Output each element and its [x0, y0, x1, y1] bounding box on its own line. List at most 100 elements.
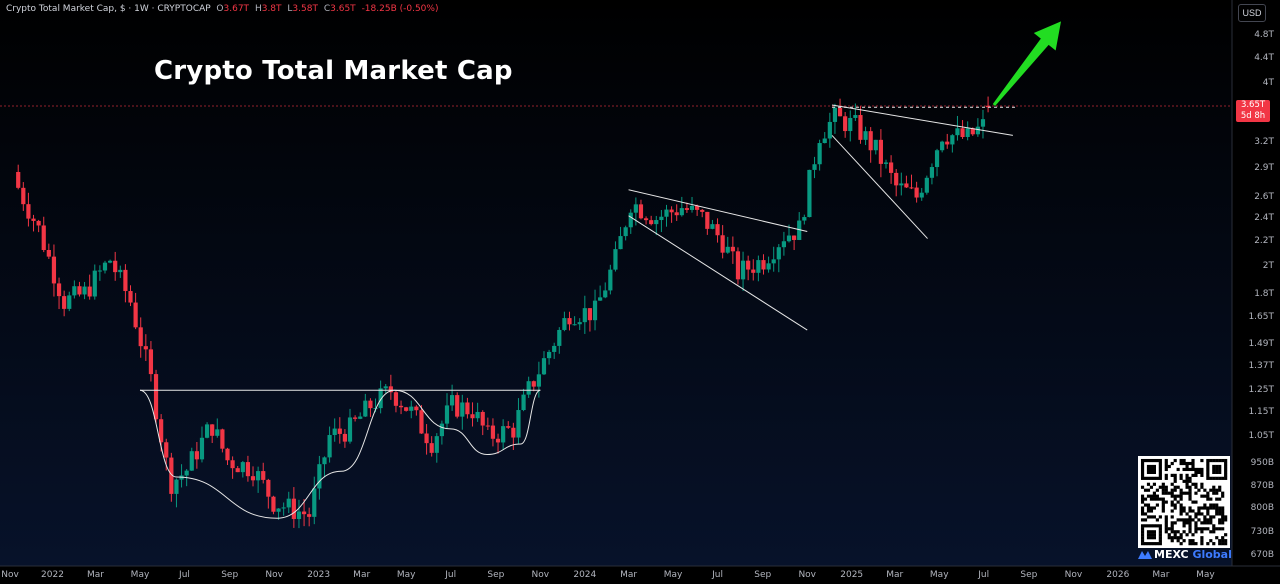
price-axis[interactable]: 4.8T 4.4T 4T 3.2T 2.9T 2.6T 2.4T 2.2T 2T 1.8T 1.65… [1232, 0, 1280, 566]
candle-body [189, 451, 194, 471]
qr-module [1140, 458, 1145, 463]
qr-module [1170, 491, 1174, 495]
candle-body [286, 498, 291, 508]
qr-module [1161, 500, 1165, 504]
qr-module [1200, 473, 1204, 477]
candle-body [378, 388, 383, 409]
qr-module [1158, 467, 1162, 472]
qr-module [1224, 470, 1228, 475]
qr-module [1209, 539, 1213, 543]
candle-body [480, 411, 485, 426]
qr-module [1179, 506, 1183, 510]
qr-module [1140, 542, 1145, 546]
time-tick-label: Nov [1, 570, 19, 580]
candle-body [735, 251, 741, 280]
candle-body [368, 400, 373, 409]
qr-module [1176, 494, 1180, 498]
qr-module [1155, 494, 1159, 498]
candle-body [659, 216, 664, 221]
qr-module [1170, 530, 1174, 534]
qr-module [1140, 506, 1145, 510]
open-value: 3.67T [223, 4, 250, 14]
mexc-logo-icon [1138, 551, 1152, 559]
candle-body [608, 269, 613, 291]
wedge-lower-line [628, 215, 808, 331]
qr-module [1200, 458, 1204, 463]
qr-module [1212, 542, 1216, 546]
candle-body [832, 107, 838, 122]
qr-module [1140, 461, 1145, 466]
qr-module [1215, 470, 1219, 475]
candle-body [950, 135, 955, 145]
candle-body [215, 429, 220, 436]
qr-module [1191, 539, 1195, 543]
qr-module [1146, 494, 1151, 498]
candle-body [654, 220, 659, 225]
candle-body [317, 464, 322, 489]
qr-module [1140, 530, 1145, 534]
time-axis[interactable]: Nov 2022 Mar May Jul Sep Nov 2023 Mar May Jul Sep No… [0, 566, 1232, 584]
qr-module [1149, 467, 1154, 472]
qr-module [1200, 536, 1204, 540]
qr-module [1197, 470, 1201, 475]
qr-module [1164, 476, 1168, 480]
candle-body [56, 283, 62, 297]
candle-body [781, 241, 786, 248]
pattern-lines-layer [139, 21, 1062, 519]
qr-module [1179, 461, 1183, 466]
qr-module [1185, 533, 1189, 537]
candle-body [980, 119, 986, 127]
qr-module [1158, 533, 1162, 537]
qr-module [1170, 539, 1174, 543]
candle-body [531, 381, 536, 387]
candle-body [684, 208, 690, 210]
qr-module [1158, 476, 1162, 480]
qr-module [1221, 458, 1225, 463]
qr-module [1200, 482, 1204, 486]
qr-module [1206, 506, 1210, 510]
candle-body [21, 187, 26, 205]
candle-body [592, 300, 598, 321]
qr-module [1215, 488, 1219, 492]
qr-module [1200, 494, 1204, 498]
price-tick-label: 1.05T [1248, 431, 1274, 442]
qr-module [1161, 497, 1165, 501]
qr-module [1146, 509, 1151, 513]
candle-body [62, 296, 67, 309]
qr-module [1188, 497, 1192, 501]
candle-body [771, 259, 776, 264]
candle-body [965, 128, 970, 138]
candle-body [102, 262, 108, 271]
candle-body [123, 269, 128, 292]
qr-module [1209, 476, 1213, 480]
qr-module [1224, 539, 1228, 543]
qr-module [1212, 458, 1216, 463]
qr-module [1146, 524, 1151, 528]
qr-module [1146, 464, 1151, 469]
qr-module [1155, 503, 1159, 507]
candle-body [883, 162, 889, 164]
candle-body [92, 270, 97, 297]
qr-module [1173, 494, 1177, 498]
candle-body [572, 324, 577, 326]
qr-module [1182, 461, 1186, 466]
candle-body [133, 302, 138, 328]
qr-module [1158, 539, 1162, 543]
qr-module [1161, 509, 1165, 513]
qr-module [1221, 476, 1225, 480]
qr-module [1191, 542, 1195, 546]
candle-body [347, 417, 353, 442]
qr-module [1188, 509, 1192, 513]
qr-module [1188, 539, 1192, 543]
qr-module [1173, 479, 1177, 483]
qr-module [1215, 506, 1219, 510]
qr-module [1152, 515, 1157, 519]
qr-module [1188, 485, 1192, 489]
qr-module [1215, 491, 1219, 495]
qr-module [1206, 464, 1210, 469]
qr-module [1158, 497, 1162, 501]
qr-module [1188, 467, 1192, 472]
currency-button[interactable]: USD [1238, 4, 1266, 22]
candle-body [506, 426, 511, 428]
